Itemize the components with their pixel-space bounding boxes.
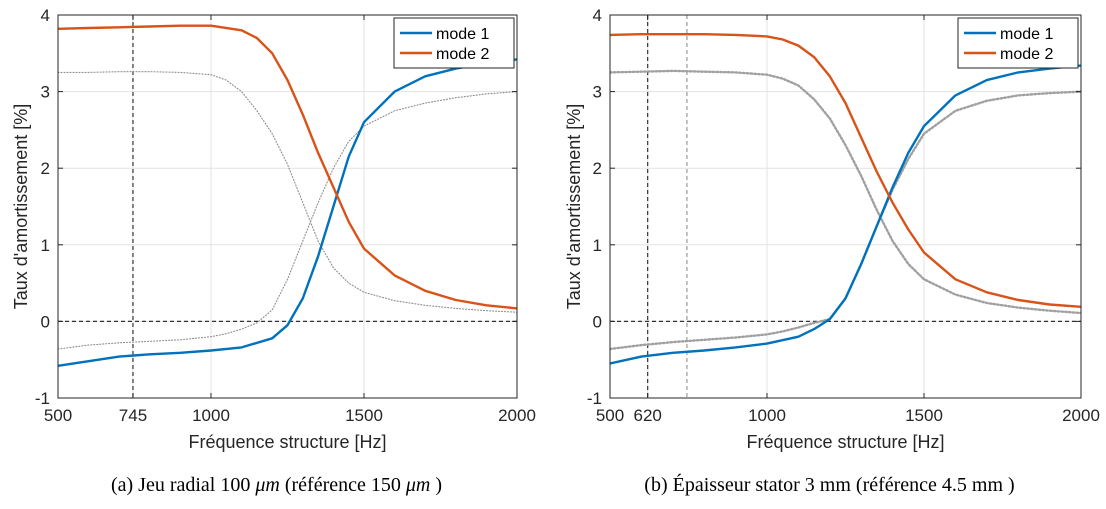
legend-a [393,17,515,69]
ytick-label-a-0: -1 [35,389,50,408]
chart-a: -1 0 1 2 3 4 500 745 1000 1500 2000 Fréquence struc… [11,6,536,452]
ytick-label-b-4: 3 [593,83,602,102]
xtick-label-a-2: 1000 [192,406,230,425]
ytick-label-a-3: 2 [41,159,50,178]
xtick-label-b-3: 1500 [905,406,943,425]
series-line-b-1 [610,33,1081,308]
series-line-a-1 [58,24,517,310]
ytick-label-b-5: 4 [593,6,602,25]
caption-a-unit-2: μm [405,474,431,496]
xtick-label-a-4: 2000 [498,406,536,425]
series-reference-line-a-3 [58,91,517,350]
y-axis-label-b: Taux d'amortissement [%] [564,104,584,310]
legend-label-a-1: mode 2 [436,46,489,63]
xtick-label-b-4: 2000 [1062,406,1100,425]
caption-a-unit-1: μm [255,474,280,496]
xtick-label-b-0: 500 [596,406,624,425]
series-line-b-0 [610,64,1081,365]
ytick-label-b-0: -1 [587,389,602,408]
caption-a-text-2: (référence 150 [279,474,406,496]
ytick-label-b-2: 1 [593,236,602,255]
ytick-label-a-1: 0 [41,312,50,331]
caption-a-text-3: ) [430,474,443,496]
xtick-label-a-0: 500 [44,406,72,425]
series-reference-line-b-3 [610,90,1081,351]
xtick-label-a-3: 1500 [345,406,383,425]
legend-label-b-0: mode 1 [1000,26,1053,43]
caption-a-text-1: (a) Jeu radial 100 [110,474,256,496]
ytick-label-b-3: 2 [593,159,602,178]
legend-label-b-1: mode 2 [1000,46,1053,63]
ytick-label-b-1: 0 [593,312,602,331]
ytick-label-a-4: 3 [41,83,50,102]
ytick-label-a-5: 4 [41,6,50,25]
x-axis-label-a: Fréquence structure [Hz] [188,432,386,452]
y-axis-label-a: Taux d'amortissement [%] [11,104,31,310]
panel-b: -1 0 1 2 3 4 500 620 1000 1500 2000 Fréquence struc… [553,0,1106,509]
xtick-label-b-1: 620 [633,406,661,425]
axes-box-b [609,14,1082,399]
xtick-label-b-2: 1000 [748,406,786,425]
legend-b [957,17,1079,69]
legend-label-a-0: mode 1 [436,26,489,43]
series-reference-line-b-2 [610,69,1081,315]
series-reference-line-a-2 [58,71,517,313]
axes-box-a [57,14,518,399]
ytick-label-a-2: 1 [41,236,50,255]
series-line-a-0 [58,58,517,367]
x-axis-label-b: Fréquence structure [Hz] [746,432,944,452]
caption-b: (b) Épaisseur stator 3 mm (référence 4.5… [644,474,1015,496]
chart-b: -1 0 1 2 3 4 500 620 1000 1500 2000 Fréquence struc… [564,6,1100,452]
xtick-label-a-1: 745 [119,406,147,425]
caption-a: (a) Jeu radial 100 μm (référence 150 μm … [0,474,553,497]
panel-a: -1 0 1 2 3 4 500 745 1000 1500 2000 Fréquence struc… [0,6,553,497]
